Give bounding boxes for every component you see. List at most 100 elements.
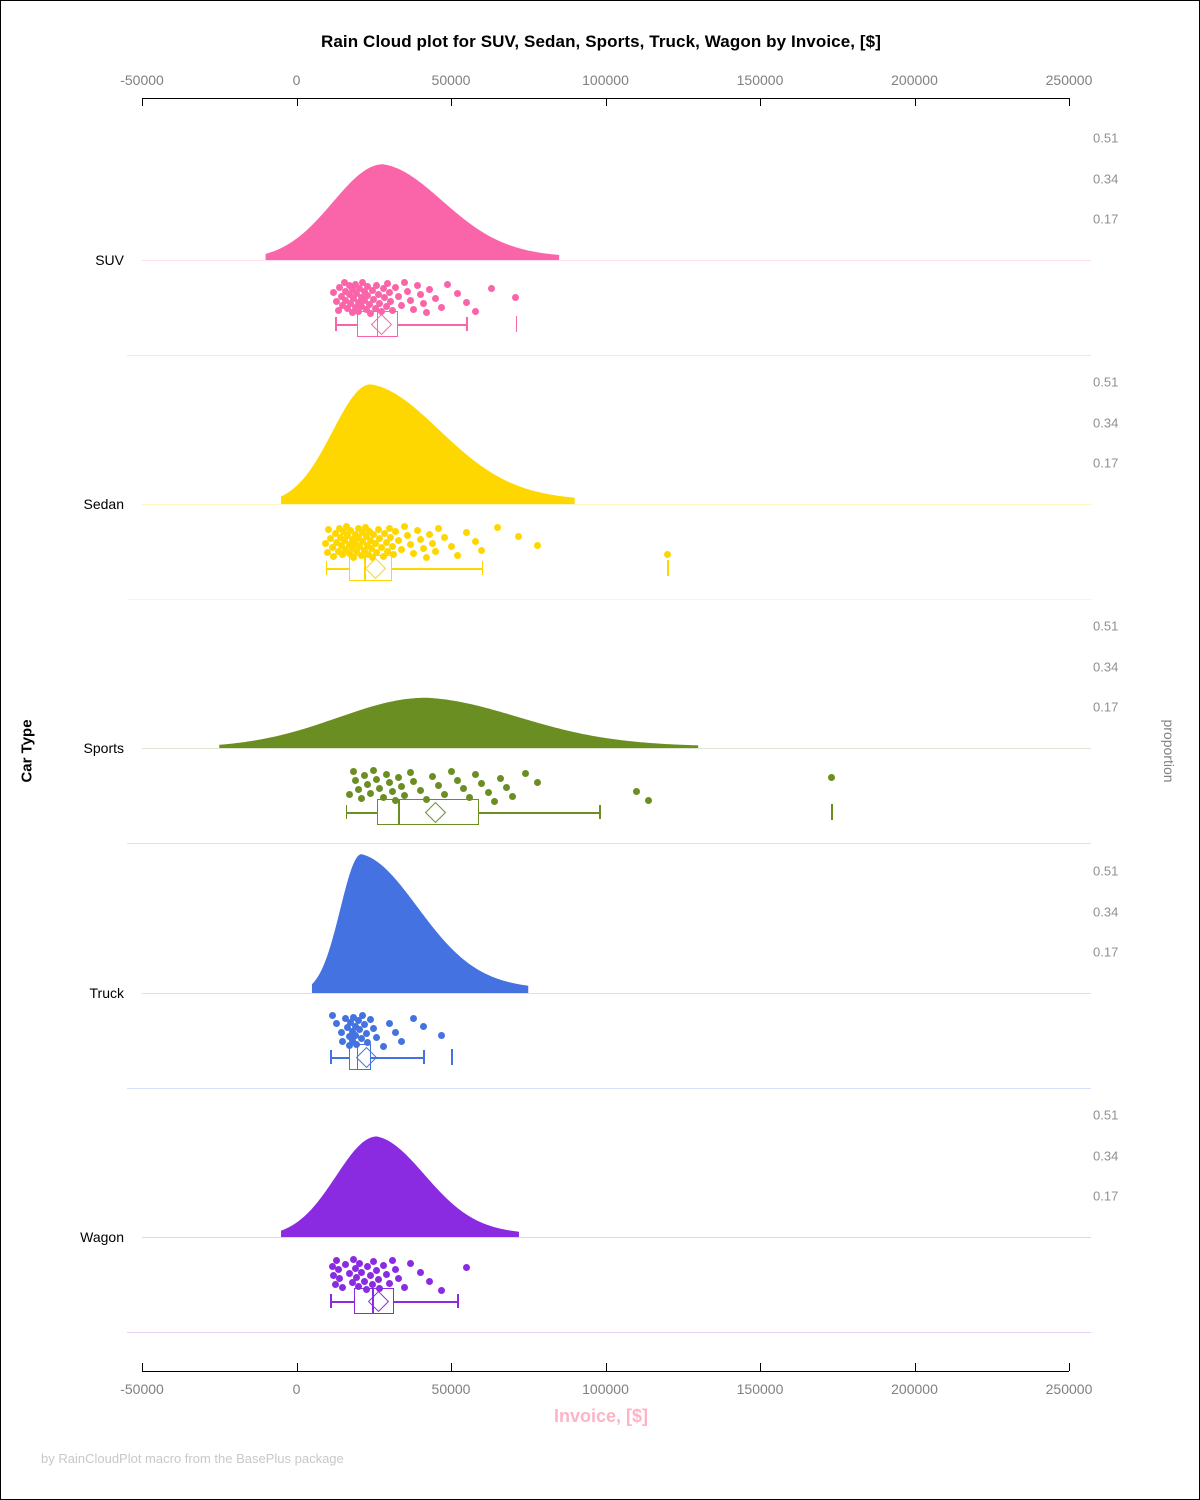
data-point: [385, 289, 393, 297]
data-point: [339, 1284, 347, 1292]
box-whisker-right: [392, 568, 482, 570]
data-point: [493, 523, 501, 531]
data-point: [419, 1023, 427, 1031]
data-point: [334, 1266, 342, 1274]
data-point: [345, 1033, 353, 1041]
data-point: [336, 283, 344, 291]
data-point: [357, 302, 365, 310]
data-point: [367, 1272, 375, 1280]
data-point: [336, 533, 344, 541]
data-point: [384, 547, 392, 555]
data-point: [391, 797, 399, 805]
data-point: [362, 306, 370, 314]
proportion-tick-label: 0.51: [1093, 374, 1119, 390]
data-point: [382, 538, 390, 546]
data-point: [345, 540, 353, 548]
x-axis-title: Invoice, [$]: [553, 1406, 649, 1426]
data-point: [419, 300, 427, 308]
data-point: [368, 1281, 376, 1289]
data-point: [438, 1287, 446, 1295]
data-point: [391, 1265, 399, 1273]
data-point: [425, 1278, 433, 1286]
data-point: [362, 532, 370, 540]
data-point: [453, 776, 461, 784]
box-outlier-mark: [831, 804, 833, 820]
data-point: [354, 525, 362, 533]
data-point: [379, 793, 387, 801]
box-median-line: [356, 1044, 359, 1070]
data-point: [370, 531, 378, 539]
proportion-tick-label: 0.51: [1093, 1107, 1119, 1123]
data-point: [348, 535, 356, 543]
data-point: [428, 539, 436, 547]
data-point: [376, 1284, 384, 1292]
data-point: [447, 767, 455, 775]
data-point: [359, 1012, 367, 1020]
data-point: [342, 296, 350, 304]
data-point: [391, 528, 399, 536]
data-point: [377, 308, 385, 316]
x-tick-label: 200000: [891, 72, 938, 88]
data-point: [339, 301, 347, 309]
axis-tick: [142, 1363, 143, 1371]
data-point: [322, 540, 330, 548]
data-point: [478, 780, 486, 788]
data-point: [472, 538, 480, 546]
data-point: [345, 1270, 353, 1278]
data-point: [370, 1258, 378, 1266]
data-point: [425, 286, 433, 294]
data-point: [356, 284, 364, 292]
box-median-line: [372, 1288, 374, 1314]
data-point: [453, 289, 461, 297]
category-baseline: [142, 504, 1091, 505]
data-point: [348, 1279, 356, 1287]
data-point: [359, 279, 367, 287]
data-point: [416, 291, 424, 299]
data-point: [435, 781, 443, 789]
data-point: [345, 282, 353, 290]
data-point: [407, 296, 415, 304]
box-whisker-right: [393, 1301, 458, 1303]
footer-credit: by RainCloudPlot macro from the BasePlus…: [41, 1451, 344, 1466]
box-iqr: [353, 1288, 394, 1314]
box-whisker-cap-max: [599, 805, 601, 819]
data-point: [484, 789, 492, 797]
data-point: [353, 1040, 361, 1048]
data-point: [381, 294, 389, 302]
data-point: [373, 1267, 381, 1275]
data-point: [385, 779, 393, 787]
category-label-sports: Sports: [83, 740, 124, 756]
panel-separator: [127, 355, 1091, 356]
data-point: [416, 786, 424, 794]
data-point: [394, 1274, 402, 1282]
box-whisker-left: [345, 812, 377, 814]
x-tick-label: -50000: [120, 72, 164, 88]
data-point: [345, 291, 353, 299]
proportion-tick-label: 0.17: [1093, 211, 1119, 227]
box-whisker-left: [335, 324, 357, 326]
axis-tick: [605, 98, 607, 106]
data-point: [364, 283, 372, 291]
data-point: [444, 280, 452, 288]
data-point: [342, 1261, 350, 1269]
data-point: [340, 537, 348, 545]
data-point: [357, 1035, 365, 1043]
data-point: [487, 284, 495, 292]
data-point: [340, 278, 348, 286]
data-point: [413, 526, 421, 534]
data-point: [364, 1039, 372, 1047]
data-point: [438, 1032, 446, 1040]
box-whisker-cap-min: [330, 1050, 332, 1064]
box-whisker-cap-min: [345, 805, 348, 819]
axis-tick: [1069, 98, 1070, 106]
x-tick-label: 150000: [736, 1381, 784, 1397]
box-whisker-right: [478, 812, 600, 814]
data-point: [336, 1275, 344, 1283]
data-point: [356, 1026, 364, 1034]
x-tick-label: 150000: [736, 72, 784, 88]
